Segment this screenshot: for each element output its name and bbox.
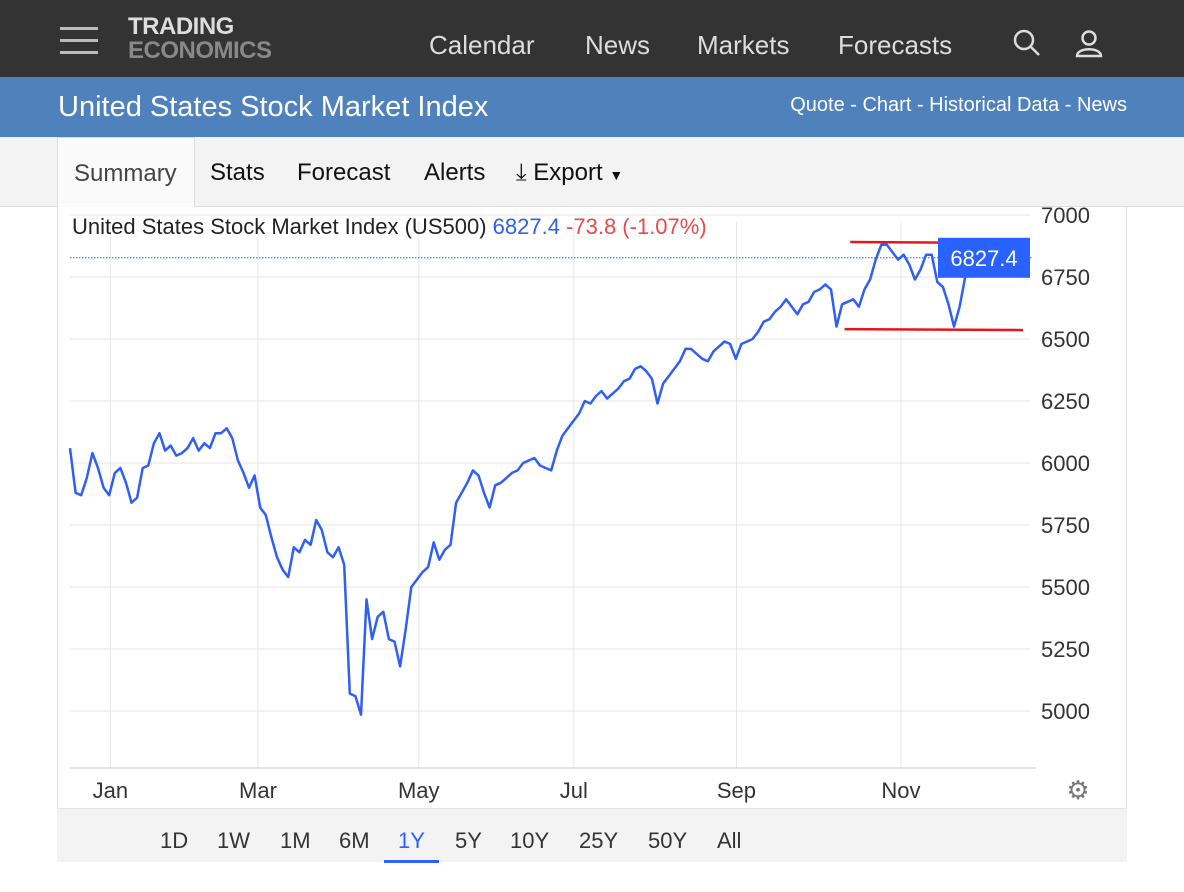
y-tick-label: 6250	[1041, 389, 1090, 414]
search-icon[interactable]	[1012, 28, 1042, 58]
download-icon: ⤓	[516, 159, 527, 186]
export-label: Export	[533, 159, 603, 186]
settings-gear-icon[interactable]: ⚙	[1066, 775, 1089, 805]
x-tick-label: Nov	[881, 778, 920, 803]
user-icon[interactable]	[1074, 28, 1104, 58]
tab-summary[interactable]: Summary	[57, 137, 195, 207]
y-tick-label: 5500	[1041, 575, 1090, 600]
range-button-all[interactable]: All	[717, 828, 742, 853]
y-tick-label: 6000	[1041, 451, 1090, 476]
nav-forecasts[interactable]: Forecasts	[838, 30, 953, 60]
range-button-6m[interactable]: 6M	[339, 828, 370, 853]
tab-bar: Summary Stats Forecast Alerts ⤓ Export ▼	[0, 137, 1184, 207]
x-tick-label: Jan	[93, 778, 128, 803]
title-bar	[0, 77, 1184, 137]
range-button-1m[interactable]: 1M	[280, 828, 311, 853]
range-button-25y[interactable]: 25Y	[579, 828, 619, 853]
nav-calendar[interactable]: Calendar	[429, 30, 535, 60]
last-value-badge	[938, 237, 1030, 278]
tab-alerts[interactable]: Alerts	[424, 159, 486, 186]
x-tick-label: May	[398, 778, 440, 803]
range-button-50y[interactable]: 50Y	[648, 828, 688, 853]
tab-stats[interactable]: Stats	[210, 159, 265, 186]
section-links[interactable]: Quote - Chart - Historical Data - News	[790, 94, 1127, 116]
chart-title: United States Stock Market Index (US500)…	[72, 214, 707, 239]
y-tick-label: 6750	[1041, 265, 1090, 290]
y-tick-label: 5250	[1041, 637, 1090, 662]
price-line	[68, 238, 1012, 716]
range-button-5y[interactable]: 5Y	[455, 828, 482, 853]
y-tick-label: 5000	[1041, 699, 1090, 724]
range-button-1y[interactable]: 1Y	[384, 828, 439, 863]
range-button-1d[interactable]: 1D	[160, 828, 189, 853]
nav-news[interactable]: News	[585, 30, 651, 60]
x-tick-label: Sep	[717, 778, 756, 803]
top-nav-bar: TRADING ECONOMICS Calendar News Markets F…	[0, 0, 1184, 77]
tab-forecast[interactable]: Forecast	[297, 159, 391, 186]
range-button-1w[interactable]: 1W	[217, 828, 250, 853]
y-tick-label: 7000	[1041, 203, 1090, 228]
tab-export[interactable]: ⤓ Export ▼	[516, 159, 623, 187]
range-selector	[57, 808, 1127, 862]
y-tick-label: 5750	[1041, 513, 1090, 538]
logo-line-2: ECONOMICS	[128, 37, 272, 64]
x-tick-label: Jul	[560, 778, 588, 803]
range-button-10y[interactable]: 10Y	[510, 828, 550, 853]
page-title: United States Stock Market Index	[58, 91, 489, 123]
y-tick-label: 6500	[1041, 327, 1090, 352]
hamburger-menu-icon[interactable]	[60, 27, 98, 57]
nav-markets[interactable]: Markets	[697, 30, 790, 60]
logo[interactable]: TRADING ECONOMICS	[128, 15, 272, 63]
x-tick-label: Mar	[239, 778, 277, 803]
support-trendline	[844, 327, 1024, 332]
caret-down-icon: ▼	[609, 167, 624, 183]
last-value-label: 6827.4	[950, 246, 1017, 271]
price-chart[interactable]: Jan Mar May Jul Sep Nov 5000 5250 5500 5750 6000 62…	[0, 0, 1184, 808]
logo-line-1: TRADING	[128, 13, 234, 40]
